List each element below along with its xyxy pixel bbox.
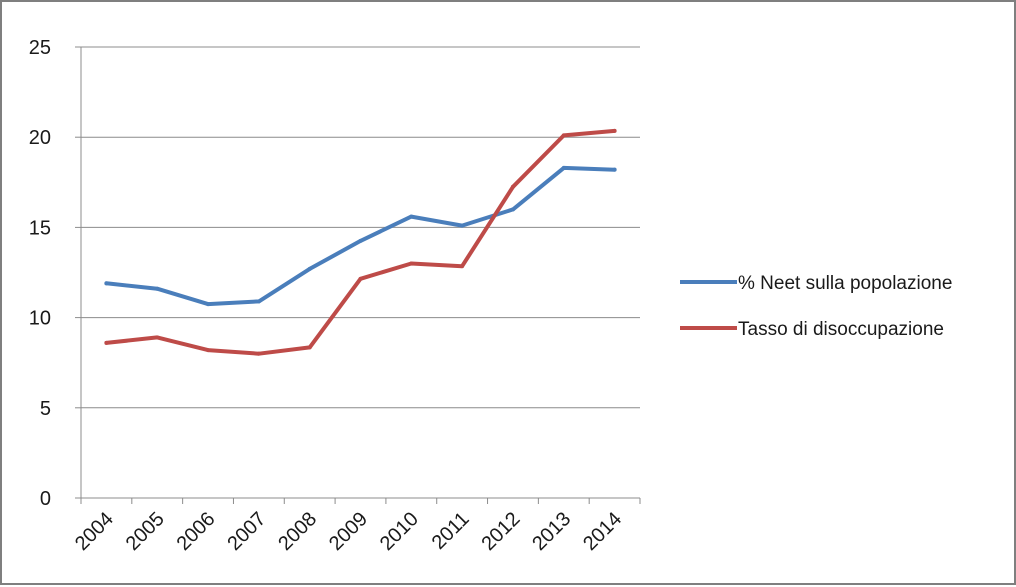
- x-tick-label: 2012: [477, 508, 524, 555]
- y-tick-label: 25: [29, 37, 51, 59]
- x-tick-label: 2009: [325, 508, 372, 555]
- x-tick-label: 2004: [71, 508, 118, 555]
- gridlines: [81, 46, 640, 409]
- y-tick-label: 10: [29, 308, 51, 330]
- y-tick-label: 5: [40, 398, 51, 420]
- axes: [75, 46, 641, 504]
- legend-label-1: % Neet sulla popolazione: [738, 273, 952, 294]
- data-point: [612, 167, 617, 172]
- data-point: [561, 133, 566, 138]
- data-point: [460, 264, 465, 269]
- data-point: [104, 281, 109, 286]
- data-point: [155, 335, 160, 340]
- x-tick-label: 2007: [223, 508, 270, 555]
- data-point: [256, 299, 261, 304]
- x-tick-label: 2014: [579, 508, 626, 555]
- data-point: [155, 286, 160, 291]
- y-tick-label: 20: [29, 127, 51, 149]
- legend: % Neet sulla popolazione Tasso di disoccu…: [680, 273, 952, 340]
- x-tick-labels: 2004 2005 2006 2007 2008 2009 2010 2011 2012 2013…: [71, 508, 626, 555]
- data-point: [358, 238, 363, 243]
- data-point: [104, 340, 109, 345]
- x-tick-label: 2011: [428, 508, 474, 554]
- data-point: [510, 207, 515, 212]
- data-point: [307, 345, 312, 350]
- data-point: [510, 184, 515, 189]
- legend-label-2: Tasso di disoccupazione: [738, 319, 944, 340]
- data-point: [307, 266, 312, 271]
- data-point: [460, 223, 465, 228]
- data-point: [206, 302, 211, 307]
- x-tick-label: 2013: [528, 508, 575, 555]
- data-point: [612, 128, 617, 133]
- x-tick-label: 2006: [173, 508, 220, 555]
- x-tick-label: 2010: [376, 508, 423, 555]
- data-point: [256, 351, 261, 356]
- x-tick-label: 2008: [274, 508, 321, 555]
- data-point: [409, 214, 414, 219]
- data-point: [409, 261, 414, 266]
- data-point: [561, 165, 566, 170]
- series-line-1: [104, 165, 617, 307]
- x-tick-label: 2005: [122, 508, 169, 555]
- data-point: [206, 348, 211, 353]
- y-tick-label: 15: [29, 217, 51, 239]
- series-lines: [104, 128, 617, 356]
- y-tick-labels: 0 5 10 15 20 25: [29, 37, 51, 510]
- y-tick-label: 0: [40, 488, 51, 510]
- data-point: [358, 276, 363, 281]
